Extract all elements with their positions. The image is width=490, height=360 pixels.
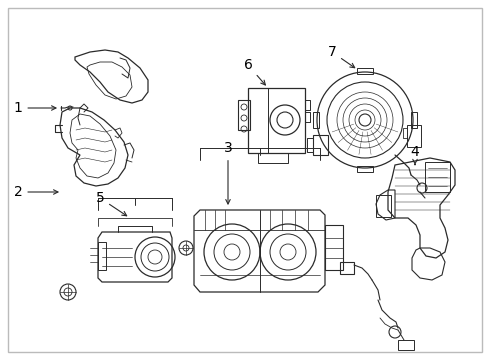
Bar: [411, 112, 417, 128]
Bar: [357, 68, 373, 74]
Bar: [425, 162, 450, 192]
Bar: [313, 112, 319, 128]
Bar: [357, 166, 373, 172]
Bar: [258, 153, 288, 163]
Bar: [98, 242, 106, 270]
Text: 1: 1: [14, 101, 56, 115]
Bar: [407, 125, 421, 147]
Bar: [398, 340, 414, 350]
Bar: [248, 88, 305, 153]
Text: 2: 2: [14, 185, 58, 199]
Text: 7: 7: [328, 45, 355, 68]
Text: 3: 3: [223, 141, 232, 204]
Text: 6: 6: [244, 58, 266, 85]
Bar: [325, 225, 343, 270]
Bar: [313, 135, 328, 155]
Bar: [238, 100, 250, 130]
Text: 5: 5: [96, 191, 126, 216]
Bar: [376, 195, 391, 217]
Bar: [340, 262, 354, 274]
Text: 4: 4: [411, 145, 419, 165]
